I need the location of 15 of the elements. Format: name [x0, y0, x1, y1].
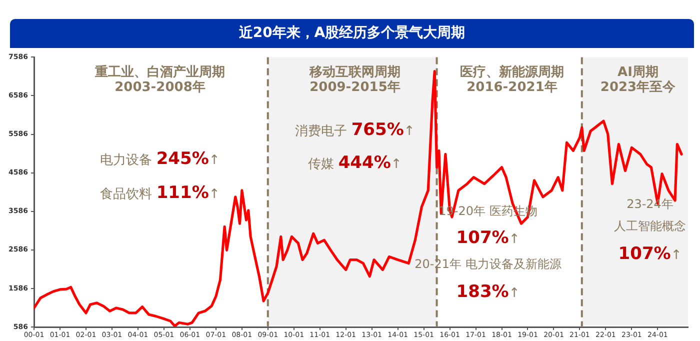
annotation: 消费电子 765%↑ [295, 120, 415, 140]
annotation: AI周期 2023年至今 [600, 65, 676, 95]
annotation: 107%↑ [618, 244, 682, 264]
annotation: 电力设备 245%↑ [100, 149, 220, 169]
annotation: 20-21年 电力设备及新能源 [414, 257, 562, 271]
annotation: 23-24年 [626, 197, 674, 211]
chart-title: 近20年来，A股经历多个景气大周期 [10, 19, 694, 48]
annotation: 医疗、新能源周期 2016-2021年 [460, 65, 564, 95]
annotation: 移动互联网周期 2009-2015年 [310, 65, 400, 95]
annotation: 食品饮料 111%↑ [100, 183, 220, 203]
annotation: 人工智能概念 [614, 219, 686, 233]
annotation: 183%↑ [456, 282, 520, 302]
annotation: 传媒 444%↑ [308, 153, 402, 173]
annotation: 107%↑ [456, 228, 520, 248]
annotation: 重工业、白酒产业周期 2003-2008年 [95, 65, 225, 95]
